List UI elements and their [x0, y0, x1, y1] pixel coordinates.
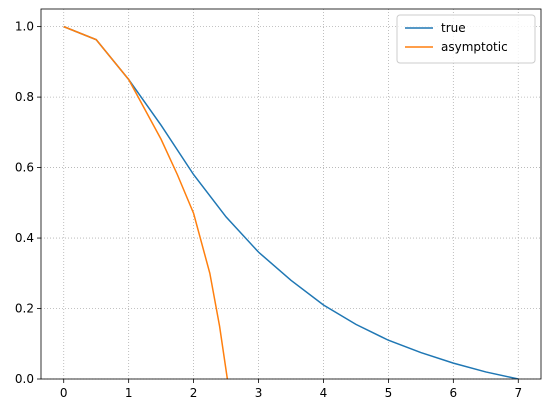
x-tick-label: 6 [450, 386, 458, 400]
x-tick-label: 3 [255, 386, 263, 400]
line-series [63, 25, 519, 379]
legend-label: asymptotic [441, 40, 508, 54]
x-tick-label: 0 [60, 386, 68, 400]
x-tick-label: 5 [385, 386, 393, 400]
x-tick-label: 7 [514, 386, 522, 400]
line-series [63, 25, 229, 379]
legend-label: true [441, 21, 466, 35]
y-tick-label: 0.0 [15, 372, 34, 386]
y-tick-label: 0.8 [15, 90, 34, 104]
x-tick-label: 4 [320, 386, 328, 400]
x-tick-label: 2 [190, 386, 198, 400]
y-tick-label: 0.4 [15, 231, 34, 245]
legend: true asymptotic [396, 14, 536, 64]
legend-box [396, 14, 536, 64]
y-tick-label: 1.0 [15, 20, 34, 34]
y-tick-label: 0.2 [15, 302, 34, 316]
plot-frame [40, 8, 542, 380]
x-tick-label: 1 [125, 386, 133, 400]
y-tick-label: 0.6 [15, 161, 34, 175]
